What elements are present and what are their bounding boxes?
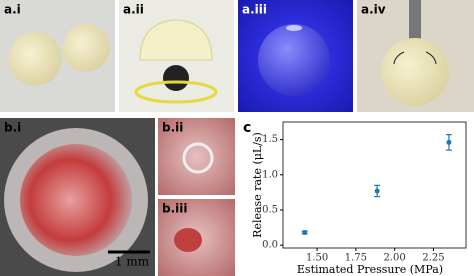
plot-frame bbox=[282, 121, 467, 249]
tissue bbox=[20, 144, 132, 256]
panel-label: b.i bbox=[4, 121, 21, 135]
shell bbox=[139, 19, 213, 61]
ring bbox=[182, 142, 214, 174]
scale-label: 1 mm bbox=[115, 255, 150, 269]
panel-label: a.ii bbox=[123, 3, 144, 17]
y-tick-label: 1.0 bbox=[262, 169, 278, 180]
point bbox=[446, 139, 452, 145]
y-tick-label: 0.0 bbox=[262, 240, 278, 251]
point bbox=[374, 188, 380, 194]
sphere bbox=[258, 24, 330, 96]
photo bbox=[158, 118, 235, 195]
y-tick-label: 0.5 bbox=[262, 204, 278, 215]
sphere bbox=[381, 38, 449, 106]
x-tick-label: 2.25 bbox=[422, 253, 444, 264]
point bbox=[302, 230, 308, 236]
hemisphere bbox=[62, 24, 110, 72]
panel-label: c bbox=[243, 120, 251, 136]
rod bbox=[409, 0, 421, 40]
hemisphere bbox=[8, 32, 62, 86]
y-axis-label: Release rate (μL/s) bbox=[251, 132, 264, 238]
ball bbox=[163, 65, 189, 91]
x-tick-label: 1.50 bbox=[306, 253, 328, 264]
panel-label: b.iii bbox=[162, 202, 188, 216]
arrow bbox=[393, 51, 437, 65]
ring bbox=[134, 80, 218, 104]
panel-label: a.i bbox=[4, 3, 21, 17]
panel-label: b.ii bbox=[162, 121, 183, 135]
y-tick-label: 1.5 bbox=[262, 134, 278, 145]
wound bbox=[174, 228, 202, 252]
hole bbox=[286, 25, 302, 31]
x-tick-label: 2.00 bbox=[384, 253, 406, 264]
panel-label: a.iv bbox=[361, 3, 386, 17]
panel-label: a.iii bbox=[242, 3, 267, 17]
x-axis-label: Estimated Pressure (MPa) bbox=[297, 263, 443, 276]
x-tick-label: 1.75 bbox=[345, 253, 367, 264]
